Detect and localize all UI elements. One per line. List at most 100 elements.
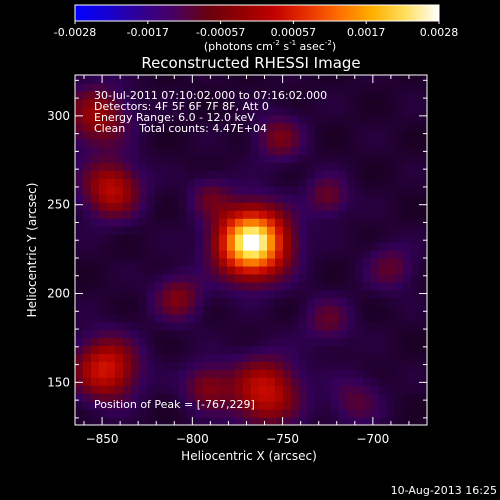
heatmap-cell — [139, 361, 148, 370]
heatmap-cell — [187, 281, 196, 291]
heatmap-cell — [83, 90, 92, 100]
heatmap-cell — [259, 329, 268, 339]
heatmap-cell — [395, 297, 404, 307]
heatmap-cell — [155, 409, 164, 418]
heatmap-cell — [139, 401, 148, 410]
heatmap-cell — [259, 305, 268, 315]
heatmap-cell — [363, 178, 372, 187]
heatmap-cell — [411, 345, 420, 354]
heatmap-cell — [267, 162, 276, 172]
heatmap-cell — [411, 98, 420, 108]
heatmap-cell — [243, 321, 252, 331]
heatmap-cell — [227, 114, 236, 124]
heatmap-cell — [419, 90, 427, 100]
heatmap-cell — [139, 90, 148, 100]
heatmap-cell — [227, 186, 236, 195]
heatmap-cell — [347, 154, 356, 164]
heatmap-cell — [371, 75, 380, 84]
heatmap-cell — [307, 250, 316, 259]
heatmap-cell — [83, 401, 92, 410]
heatmap-cell — [251, 297, 260, 307]
heatmap-cell — [187, 82, 196, 92]
heatmap-cell — [347, 218, 356, 227]
heatmap-cell — [355, 202, 364, 211]
heatmap-cell — [243, 353, 252, 362]
heatmap-cell — [387, 345, 396, 354]
heatmap-cell — [147, 289, 156, 299]
heatmap-cell — [163, 138, 172, 148]
heatmap-cell — [243, 297, 252, 307]
heatmap-cell — [371, 202, 380, 211]
heatmap-cell — [99, 321, 108, 331]
heatmap-cell — [203, 154, 212, 164]
heatmap-cell — [331, 194, 340, 203]
heatmap-cell — [395, 313, 404, 323]
heatmap-cell — [75, 98, 84, 108]
heatmap-cell — [99, 114, 108, 124]
heatmap-cell — [371, 409, 380, 418]
heatmap-cell — [355, 250, 364, 259]
heatmap-cell — [155, 98, 164, 108]
heatmap-cell — [211, 90, 220, 100]
heatmap-cell — [211, 313, 220, 323]
heatmap-cell — [163, 210, 172, 219]
heatmap-cell — [171, 154, 180, 164]
heatmap-cell — [267, 257, 276, 267]
heatmap-cell — [387, 409, 396, 418]
heatmap-cell — [211, 393, 220, 402]
heatmap-cell — [323, 154, 332, 164]
heatmap-cell — [171, 305, 180, 315]
heatmap-cell — [91, 202, 100, 211]
heatmap-cell — [227, 130, 236, 140]
heatmap-cell — [371, 242, 380, 251]
heatmap-cell — [403, 130, 412, 140]
heatmap-cell — [211, 242, 220, 251]
heatmap-cell — [99, 226, 108, 235]
heatmap-cell — [291, 194, 300, 203]
heatmap-cell — [219, 170, 228, 179]
heatmap-cell — [235, 353, 244, 362]
heatmap-cell — [411, 377, 420, 386]
heatmap-cell — [419, 273, 427, 283]
heatmap-cell — [251, 409, 260, 418]
heatmap-cell — [83, 257, 92, 267]
heatmap-cell — [331, 377, 340, 386]
heatmap-cell — [91, 170, 100, 179]
heatmap-cell — [387, 218, 396, 227]
heatmap-cell — [171, 377, 180, 386]
heatmap-cell — [75, 186, 84, 195]
heatmap-cell — [171, 82, 180, 92]
heatmap-cell — [131, 202, 140, 211]
heatmap-cell — [323, 138, 332, 148]
heatmap-cell — [387, 114, 396, 124]
heatmap-cell — [275, 122, 284, 132]
heatmap-cell — [291, 114, 300, 124]
heatmap-cell — [331, 329, 340, 339]
heatmap-cell — [275, 393, 284, 402]
heatmap-cell — [243, 114, 252, 124]
heatmap-cell — [83, 114, 92, 124]
heatmap-cell — [219, 257, 228, 267]
heatmap-cell — [171, 162, 180, 172]
heatmap-cell — [347, 250, 356, 259]
heatmap-cell — [155, 210, 164, 219]
heatmap-cell — [195, 82, 204, 92]
heatmap-cell — [355, 409, 364, 418]
heatmap-cell — [403, 401, 412, 410]
heatmap-cell — [379, 289, 388, 299]
heatmap-cell — [339, 401, 348, 410]
heatmap-cell — [267, 82, 276, 92]
heatmap-cell — [219, 361, 228, 370]
heatmap-cell — [387, 178, 396, 187]
heatmap-cell — [291, 170, 300, 179]
heatmap-cell — [267, 90, 276, 100]
heatmap-cell — [219, 234, 228, 243]
heatmap-cell — [363, 281, 372, 291]
heatmap-cell — [315, 202, 324, 211]
heatmap-cell — [115, 194, 124, 203]
heatmap-cell — [299, 289, 308, 299]
heatmap-cell — [123, 377, 132, 386]
heatmap-cell — [211, 401, 220, 410]
heatmap-cell — [283, 170, 292, 179]
heatmap-cell — [203, 218, 212, 227]
